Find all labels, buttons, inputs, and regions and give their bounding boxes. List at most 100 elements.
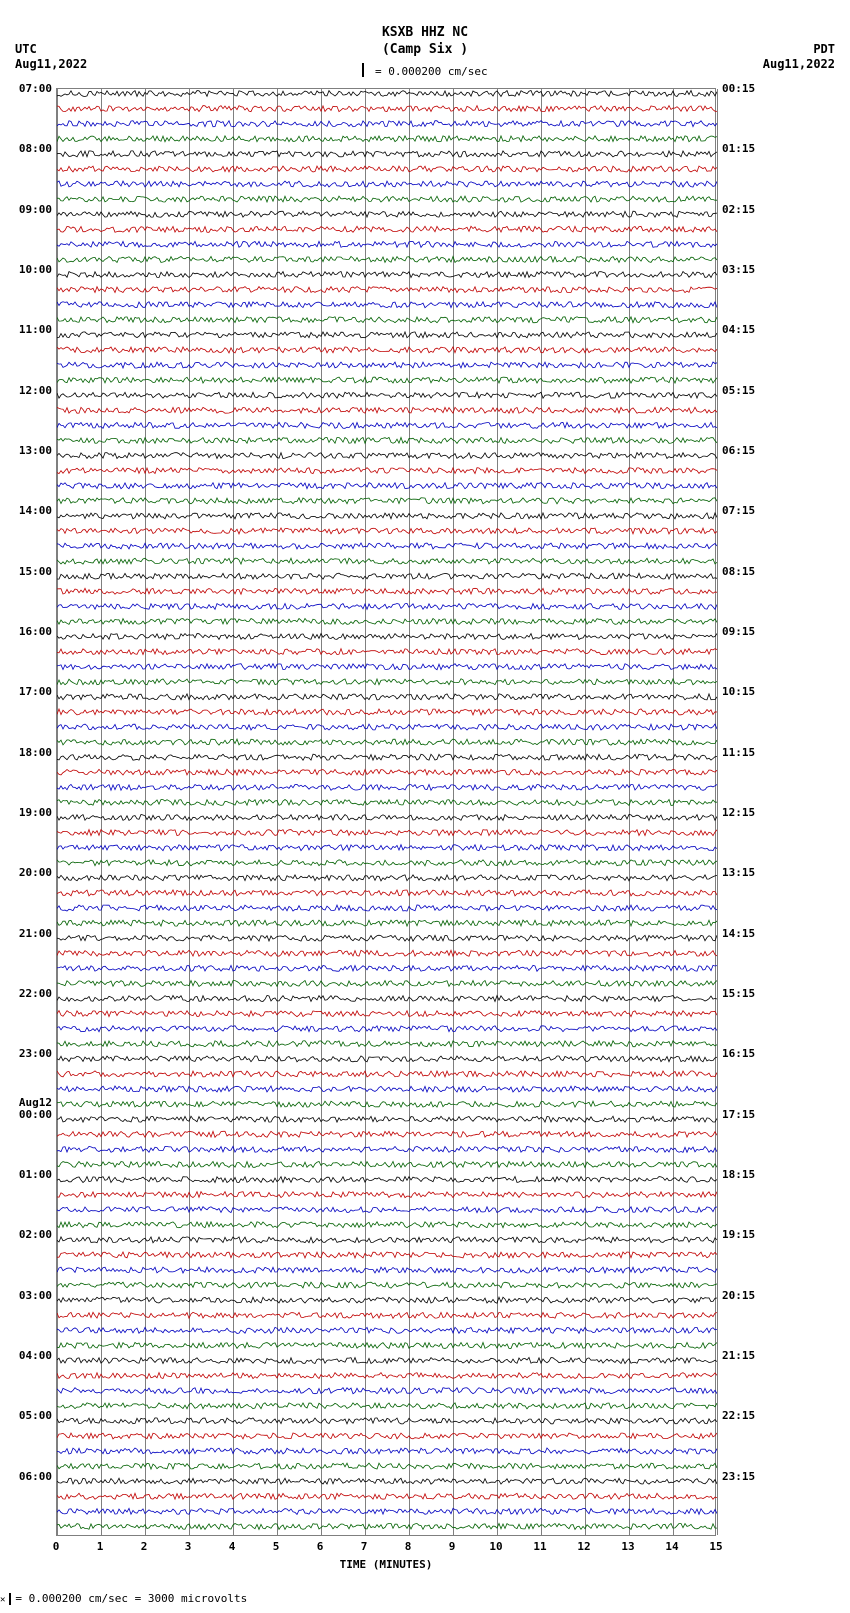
seismic-trace: [57, 1282, 717, 1288]
seismic-trace: [57, 996, 717, 1002]
seismic-trace: [57, 1161, 717, 1167]
seismic-trace: [57, 603, 717, 609]
seismic-trace: [57, 437, 717, 443]
seismic-trace: [57, 815, 717, 821]
seismic-trace: [57, 1433, 717, 1439]
seismic-trace: [57, 1343, 717, 1349]
utc-time-label: 01:00: [2, 1168, 52, 1181]
seismic-trace: [57, 905, 717, 911]
seismic-trace: [57, 1086, 717, 1092]
seismic-trace: [57, 845, 717, 851]
utc-time-label: 04:00: [2, 1349, 52, 1362]
pdt-time-label: 15:15: [722, 987, 772, 1000]
seismic-trace: [57, 302, 717, 308]
seismic-trace: [57, 573, 717, 579]
pdt-time-label: 20:15: [722, 1289, 772, 1302]
x-tick-label: 3: [185, 1540, 192, 1553]
x-tick-label: 15: [709, 1540, 722, 1553]
seismic-trace: [57, 483, 717, 489]
seismic-trace: [57, 1131, 717, 1137]
x-tick-label: 12: [577, 1540, 590, 1553]
seismic-trace: [57, 272, 717, 278]
x-tick-label: 4: [229, 1540, 236, 1553]
chart-subtitle: (Camp Six ): [0, 42, 850, 57]
seismic-trace: [57, 257, 717, 263]
seismic-trace: [57, 784, 717, 790]
seismic-trace: [57, 1493, 717, 1499]
pdt-time-label: 12:15: [722, 806, 772, 819]
seismic-trace: [57, 754, 717, 760]
grid-vertical: [717, 89, 718, 1535]
seismic-trace: [57, 588, 717, 594]
seismic-trace: [57, 634, 717, 640]
pdt-time-label: 19:15: [722, 1228, 772, 1241]
seismic-trace: [57, 1177, 717, 1183]
seismic-trace: [57, 1252, 717, 1258]
utc-time-label: 21:00: [2, 927, 52, 940]
seismic-trace: [57, 950, 717, 956]
seismic-trace: [57, 1403, 717, 1409]
seismic-trace: [57, 739, 717, 745]
seismic-trace: [57, 1116, 717, 1122]
pdt-time-label: 04:15: [722, 323, 772, 336]
date-right-label: Aug11,2022: [763, 57, 835, 71]
seismic-trace: [57, 875, 717, 881]
seismic-trace: [57, 407, 717, 413]
seismic-trace: [57, 121, 717, 127]
seismic-trace: [57, 920, 717, 926]
scale-label: = 0.000200 cm/sec: [0, 65, 850, 79]
pdt-time-label: 23:15: [722, 1470, 772, 1483]
utc-time-label: 02:00: [2, 1228, 52, 1241]
pdt-time-label: 10:15: [722, 685, 772, 698]
seismic-trace: [57, 1192, 717, 1198]
seismic-trace: [57, 1327, 717, 1333]
x-tick-label: 0: [53, 1540, 60, 1553]
pdt-time-label: 07:15: [722, 504, 772, 517]
x-tick-label: 14: [665, 1540, 678, 1553]
seismic-trace: [57, 106, 717, 112]
seismic-trace: [57, 830, 717, 836]
seismic-trace: [57, 377, 717, 383]
seismic-trace: [57, 543, 717, 549]
seismic-trace: [57, 1026, 717, 1032]
seismic-trace: [57, 392, 717, 398]
seismic-trace: [57, 1056, 717, 1062]
seismic-trace: [57, 1463, 717, 1469]
seismic-trace: [57, 1448, 717, 1454]
date-left-label: Aug11,2022: [15, 57, 87, 71]
seismic-trace: [57, 528, 717, 534]
pdt-time-label: 16:15: [722, 1047, 772, 1060]
pdt-time-label: 21:15: [722, 1349, 772, 1362]
footer-scale: ✕= 0.000200 cm/sec = 3000 microvolts: [0, 1592, 247, 1605]
seismic-trace: [57, 1373, 717, 1379]
pdt-time-label: 13:15: [722, 866, 772, 879]
seismic-trace: [57, 694, 717, 700]
seismic-trace: [57, 1041, 717, 1047]
pdt-time-label: 18:15: [722, 1168, 772, 1181]
seismic-trace: [57, 241, 717, 247]
utc-time-label: 19:00: [2, 806, 52, 819]
seismic-trace: [57, 1222, 717, 1228]
x-tick-label: 1: [97, 1540, 104, 1553]
utc-time-label: 12:00: [2, 384, 52, 397]
seismic-trace: [57, 709, 717, 715]
seismic-trace: [57, 724, 717, 730]
utc-time-label: 00:00: [2, 1108, 52, 1121]
seismic-trace: [57, 347, 717, 353]
utc-time-label: 08:00: [2, 142, 52, 155]
utc-time-label: 17:00: [2, 685, 52, 698]
pdt-time-label: 09:15: [722, 625, 772, 638]
seismic-trace: [57, 181, 717, 187]
utc-time-label: 18:00: [2, 746, 52, 759]
tz-left-label: UTC: [15, 42, 37, 56]
x-tick-label: 10: [489, 1540, 502, 1553]
pdt-time-label: 05:15: [722, 384, 772, 397]
seismic-trace: [57, 769, 717, 775]
utc-time-label: 15:00: [2, 565, 52, 578]
x-tick-label: 13: [621, 1540, 634, 1553]
utc-time-label: 07:00: [2, 82, 52, 95]
utc-time-label: 03:00: [2, 1289, 52, 1302]
seismic-trace: [57, 211, 717, 217]
seismic-trace: [57, 317, 717, 323]
seismic-trace: [57, 1011, 717, 1017]
